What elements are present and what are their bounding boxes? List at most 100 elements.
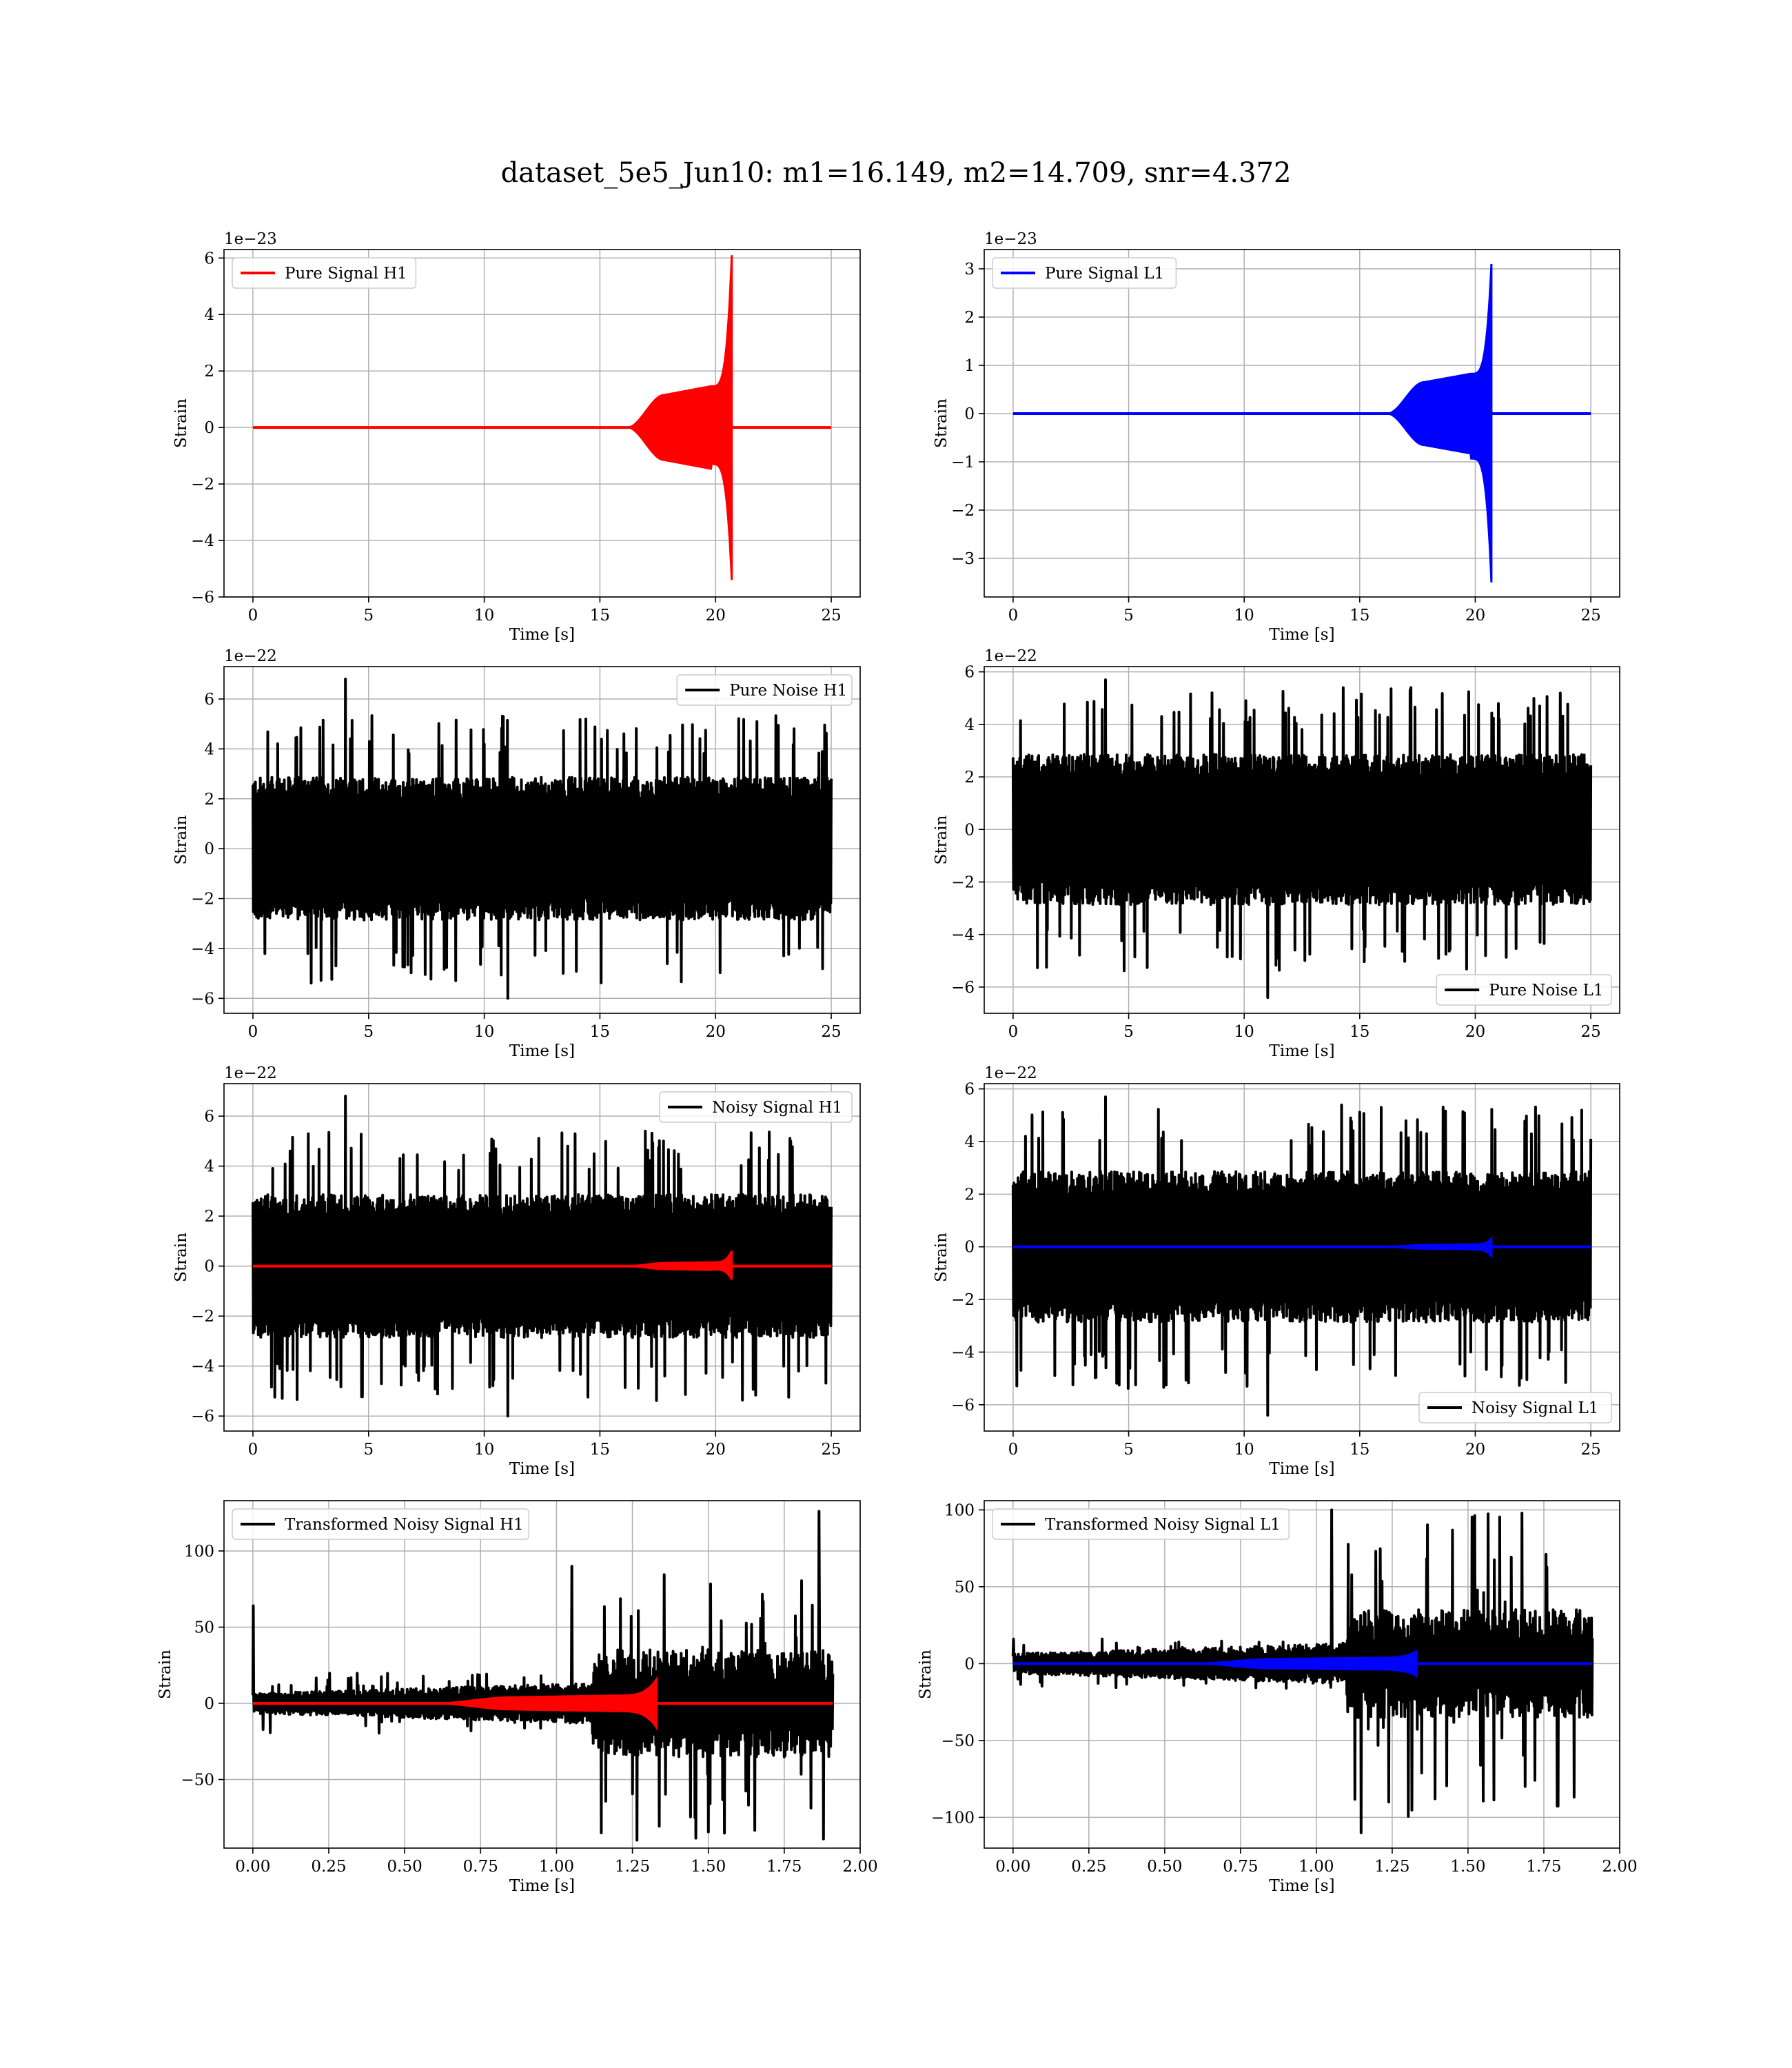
x-tick-label: 5 <box>1123 1441 1134 1459</box>
y-tick-label: 4 <box>964 1133 975 1151</box>
legend-label: Pure Noise L1 <box>1489 982 1603 1000</box>
x-tick-label: 20 <box>1465 1441 1485 1459</box>
y-tick-label: −6 <box>951 1397 975 1415</box>
y-tick-label: −4 <box>951 926 975 944</box>
y-tick-label: 100 <box>944 1501 975 1519</box>
y-tick-label: 3 <box>964 261 975 278</box>
x-tick-label: 15 <box>1350 1023 1370 1041</box>
x-axis-label: Time [s] <box>509 1460 575 1478</box>
y-tick-label: 100 <box>184 1543 214 1561</box>
y-tick-label: −4 <box>191 532 214 550</box>
legend-label: Pure Signal H1 <box>285 265 407 283</box>
x-tick-label: 0 <box>1008 1023 1019 1041</box>
legend-label: Transformed Noisy Signal H1 <box>285 1516 524 1534</box>
series-line <box>252 678 833 1000</box>
axes-frame <box>984 666 1620 1014</box>
y-axis-label: Strain <box>933 815 950 864</box>
y-tick-label: 4 <box>204 306 214 324</box>
y-tick-label: 50 <box>955 1579 975 1596</box>
figure-title: dataset_5e5_Jun10: m1=16.149, m2=14.709,… <box>500 157 1292 189</box>
series-line <box>1011 1508 1594 1834</box>
legend-box <box>1436 974 1612 1006</box>
axis-offset-label: 1e−22 <box>984 1064 1037 1082</box>
x-tick-label: 5 <box>1123 607 1134 625</box>
plot-area <box>1012 263 1591 583</box>
x-axis-label: Time [s] <box>1269 1042 1334 1060</box>
y-tick-label: −4 <box>191 1358 214 1376</box>
y-tick-label: −2 <box>951 873 975 891</box>
legend-box <box>992 257 1177 289</box>
x-tick-label: 2.00 <box>1602 1858 1637 1876</box>
y-tick-label: −2 <box>191 891 214 909</box>
x-tick-label: 0.00 <box>995 1858 1030 1876</box>
y-tick-label: 6 <box>964 1081 975 1099</box>
panel-6: 0 5 10 15 20 25 −6 −4 −2 0 2 4 6 Time [s] Strain 1e−22 N… <box>933 1064 1620 1478</box>
x-tick-label: 0 <box>248 607 258 625</box>
x-tick-label: 0.75 <box>1223 1858 1258 1876</box>
y-tick-label: −1 <box>951 454 975 472</box>
y-tick-label: −6 <box>191 1408 214 1426</box>
y-tick-label: 6 <box>204 1108 214 1126</box>
y-tick-label: 50 <box>194 1619 214 1636</box>
y-tick-label: 0 <box>964 1655 975 1673</box>
x-tick-label: 10 <box>474 1441 494 1459</box>
x-axis-label: Time [s] <box>509 1877 575 1895</box>
y-tick-label: −2 <box>951 1291 975 1309</box>
x-tick-label: 0.50 <box>1147 1858 1182 1876</box>
x-tick-label: 0 <box>1008 607 1019 625</box>
panel-7: 0.00 0.25 0.50 0.75 1.00 1.25 1.50 1.75 2.00 −50 0… <box>156 1500 878 1895</box>
legend-box <box>676 674 853 706</box>
plot-area <box>252 1095 833 1418</box>
y-tick-label: 0 <box>964 821 975 839</box>
x-axis-label: Time [s] <box>509 1042 575 1060</box>
legend-box <box>659 1091 853 1123</box>
x-tick-label: 1.50 <box>691 1858 726 1876</box>
y-tick-label: −50 <box>181 1772 214 1790</box>
y-tick-label: 2 <box>964 1186 975 1204</box>
x-tick-label: 25 <box>821 607 841 625</box>
y-tick-label: 0 <box>204 419 214 437</box>
series-chirp-envelope <box>1387 1235 1493 1259</box>
legend-label: Noisy Signal H1 <box>712 1099 842 1117</box>
plot-area <box>1011 1095 1593 1417</box>
x-tick-label: 10 <box>474 1023 494 1041</box>
y-tick-label: −6 <box>191 589 214 607</box>
y-tick-label: 0 <box>204 1695 214 1713</box>
y-tick-label: 4 <box>204 1158 214 1176</box>
legend-label: Noisy Signal L1 <box>1472 1399 1598 1417</box>
y-tick-label: −2 <box>951 502 975 520</box>
x-tick-label: 20 <box>706 1441 726 1459</box>
plot-area <box>252 255 832 580</box>
y-axis-label: Strain <box>933 398 950 448</box>
x-tick-label: 20 <box>1465 607 1485 625</box>
x-tick-label: 1.75 <box>1526 1858 1561 1876</box>
axes-frame <box>984 1083 1620 1432</box>
x-tick-label: 1.75 <box>766 1858 802 1876</box>
x-tick-label: 25 <box>1580 1023 1600 1041</box>
y-tick-label: 4 <box>964 716 975 734</box>
x-tick-label: 5 <box>363 607 374 625</box>
series-line <box>1011 678 1593 1000</box>
y-tick-label: 0 <box>204 840 214 858</box>
plot-area <box>1011 678 1593 1000</box>
axis-offset-label: 1e−22 <box>224 647 277 665</box>
x-tick-label: 5 <box>363 1023 374 1041</box>
legend-label: Pure Signal L1 <box>1045 265 1164 283</box>
x-tick-label: 0.25 <box>1071 1858 1106 1876</box>
y-tick-label: −4 <box>191 940 214 958</box>
y-tick-label: 1 <box>964 357 975 375</box>
legend-box <box>232 257 417 289</box>
x-tick-label: 0 <box>1008 1441 1019 1459</box>
y-tick-label: 2 <box>964 309 975 327</box>
y-tick-label: 6 <box>204 691 214 709</box>
y-tick-label: 6 <box>204 250 214 267</box>
y-tick-label: 6 <box>964 664 975 682</box>
x-tick-label: 0.00 <box>235 1858 270 1876</box>
x-tick-label: 1.00 <box>1299 1858 1334 1876</box>
x-tick-label: 0.75 <box>463 1858 498 1876</box>
series-chirp-envelope <box>1194 1649 1418 1678</box>
axes-frame <box>223 1083 861 1432</box>
series-chirp-envelope <box>627 1250 733 1280</box>
x-tick-label: 15 <box>590 607 610 625</box>
y-tick-label: 2 <box>204 791 214 809</box>
